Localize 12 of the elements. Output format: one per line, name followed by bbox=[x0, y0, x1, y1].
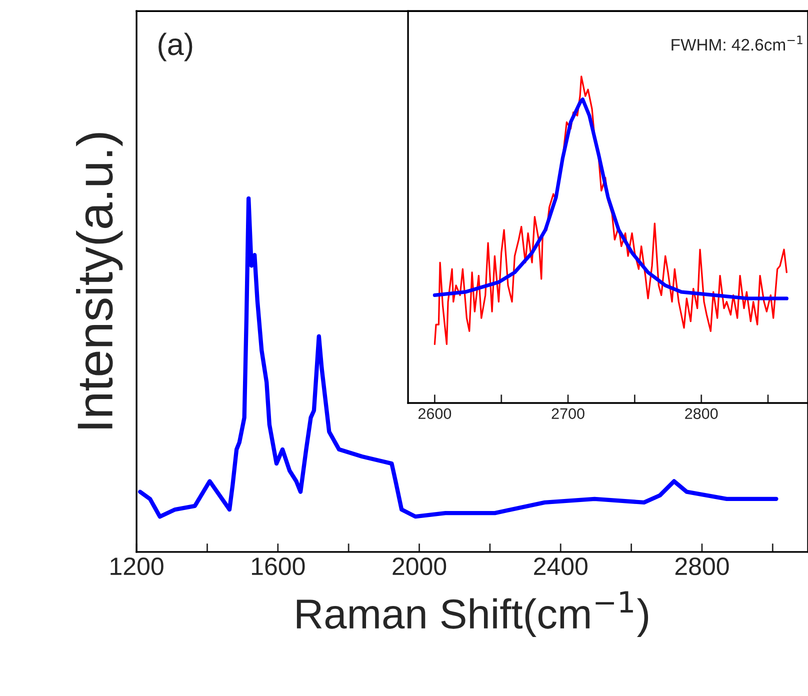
text: (a) bbox=[158, 32, 192, 62]
x-tick-label: 1600 bbox=[252, 557, 305, 576]
y-axis-title: Intensity(a.u.) bbox=[76, 133, 123, 428]
x-tick-label: 2700 bbox=[552, 408, 584, 420]
x-tick-label: 2400 bbox=[534, 557, 588, 576]
x-tick-label: 2000 bbox=[392, 557, 446, 576]
x-tick-label: 2800 bbox=[685, 408, 718, 420]
text: FWHM: 42.6cm$^{−1}$ bbox=[672, 36, 802, 51]
x-tick-label: 2600 bbox=[418, 408, 452, 420]
x-tick-label: 2800 bbox=[675, 557, 729, 576]
x-axis-title: Raman Shift(cm$^{−1}$) bbox=[296, 591, 648, 638]
x-tick-label: 1200 bbox=[110, 557, 164, 576]
